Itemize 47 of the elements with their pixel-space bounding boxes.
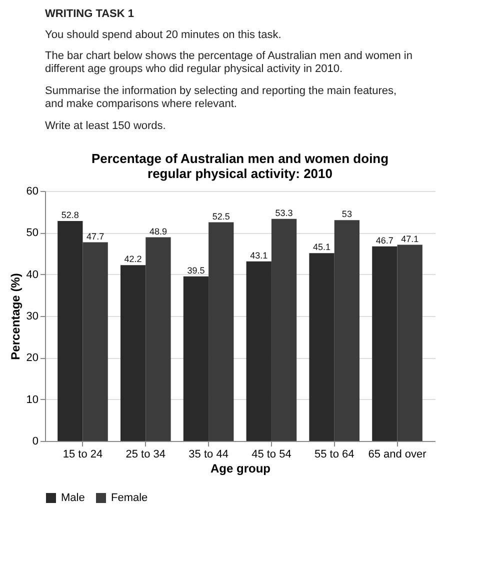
data-label: 47.1 [401, 234, 419, 244]
y-tick-label: 20 [26, 352, 38, 364]
data-label: 43.1 [250, 250, 268, 260]
x-axis-title: Age group [210, 462, 270, 476]
x-tick-label: 45 to 54 [252, 448, 292, 460]
y-axis-title: Percentage (%) [8, 273, 22, 360]
bar [146, 237, 171, 441]
bar [334, 220, 360, 441]
x-tick-label: 55 to 64 [314, 448, 354, 460]
legend-label: Male [61, 492, 85, 504]
bar [372, 246, 398, 441]
text: Write at least 150 words. [45, 120, 166, 132]
text: Summarise the information by selecting and reporting the main features, and make comparisons where relevant. [45, 85, 397, 110]
data-label: 53.3 [275, 208, 293, 218]
data-label: 48.9 [149, 226, 167, 236]
x-tick-label: 15 to 24 [62, 448, 103, 460]
y-tick-label: 10 [26, 394, 38, 406]
bar [246, 261, 272, 441]
y-tick-label: 60 [26, 186, 38, 198]
text: WRITING TASK 1 [45, 8, 134, 20]
bar [208, 222, 234, 441]
y-tick-label: 30 [26, 310, 38, 322]
x-tick-label: 35 to 44 [188, 448, 228, 460]
data-label: 46.7 [376, 235, 394, 246]
text: The bar chart below shows the percentage of Australian men and women in different age groups who did regular physical activity in 2010. [45, 50, 412, 75]
bar [120, 265, 146, 441]
data-label: 42.2 [124, 254, 142, 264]
text: You should spend about 20 minutes on this task. [45, 29, 282, 41]
data-label: 47.7 [86, 231, 104, 242]
bar [58, 221, 83, 441]
legend-label: Female [111, 492, 148, 504]
data-label: 39.5 [187, 265, 205, 276]
bar [309, 253, 334, 441]
y-tick-label: 40 [26, 268, 38, 281]
bar [82, 242, 108, 441]
bar [397, 244, 422, 441]
bar [271, 218, 297, 441]
y-tick-label: 50 [26, 227, 38, 240]
data-label: 52.8 [61, 210, 79, 220]
y-tick-label: 0 [32, 436, 38, 448]
x-tick-label: 25 to 34 [126, 448, 166, 460]
data-label: 53 [342, 209, 352, 220]
data-label: 45.1 [313, 242, 331, 252]
bar [183, 276, 209, 441]
x-tick-label: 65 and over [368, 448, 427, 460]
data-label: 52.5 [212, 211, 230, 222]
chart-title: Percentage of Australian men and women doing regular physical activity: 2010 [91, 151, 389, 181]
